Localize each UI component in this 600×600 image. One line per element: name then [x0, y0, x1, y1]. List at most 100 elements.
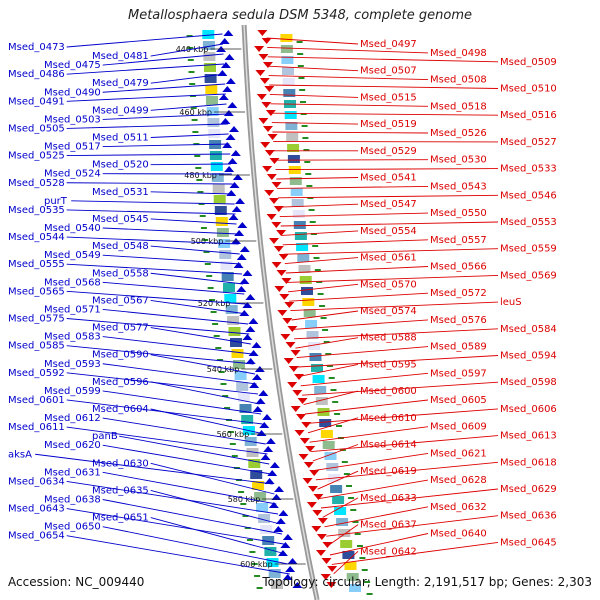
- feature-block: [308, 342, 320, 350]
- forward-gene-arrow: [292, 582, 303, 588]
- forward-gene-arrow: [227, 102, 238, 108]
- reverse-gene-arrow: [264, 150, 275, 156]
- reverse-gene-arrow: [265, 110, 276, 116]
- gene-connector-left: [102, 254, 241, 265]
- gene-label-left: Msed_0481: [92, 51, 149, 62]
- gene-label-left: Msed_0524: [44, 169, 101, 180]
- genome-summary: Topology: circular; Length: 2,191,517 bp…: [262, 575, 592, 589]
- gene-label-right: Msed_0569: [500, 270, 557, 281]
- reverse-gene-arrow: [274, 286, 285, 292]
- gene-label-right: Msed_0640: [430, 529, 487, 540]
- gene-connector-left: [150, 73, 225, 84]
- gene-label-right: Msed_0594: [500, 351, 557, 362]
- feature-block: [211, 173, 224, 182]
- feature-block: [233, 360, 245, 369]
- reverse-gene-arrow: [288, 366, 299, 372]
- reverse-gene-arrow: [327, 566, 338, 572]
- gene-connector-right: [277, 194, 499, 199]
- feature-block: [264, 547, 277, 556]
- feature-block: [309, 353, 322, 361]
- feature-block: [210, 162, 223, 171]
- forward-gene-arrow: [268, 502, 279, 508]
- gene-label-left: Msed_0620: [44, 440, 101, 451]
- gene-connector-right: [302, 381, 499, 396]
- feature-block: [303, 309, 316, 317]
- gene-label-left: Msed_0565: [8, 286, 65, 297]
- forward-gene-arrow: [222, 86, 233, 92]
- gene-connector-left: [150, 163, 232, 166]
- gene-label-right: Msed_0498: [430, 48, 487, 59]
- gene-label-right: Msed_0588: [360, 333, 417, 344]
- gene-label-right: Msed_0554: [360, 226, 417, 237]
- gene-connector-left: [66, 209, 236, 215]
- reverse-gene-arrow: [266, 214, 277, 220]
- gene-label-right: Msed_0645: [500, 537, 557, 548]
- reverse-gene-arrow: [284, 302, 295, 308]
- reverse-gene-arrow: [276, 270, 287, 276]
- gene-label-right: Msed_0606: [500, 404, 557, 415]
- feature-block: [209, 151, 222, 160]
- forward-gene-arrow: [230, 150, 241, 156]
- forward-gene-arrow: [245, 294, 256, 300]
- feature-block: [284, 111, 297, 119]
- forward-gene-arrow: [269, 462, 280, 468]
- reverse-gene-arrow: [259, 78, 270, 84]
- gene-connector-left: [119, 435, 270, 465]
- feature-block: [280, 45, 293, 53]
- gene-label-right: Msed_0515: [360, 92, 417, 103]
- forward-gene-arrow: [249, 382, 260, 388]
- feature-block: [239, 404, 252, 413]
- feature-block: [221, 272, 234, 281]
- feature-block: [208, 129, 221, 138]
- reverse-gene-arrow: [256, 94, 267, 100]
- reverse-gene-arrow: [268, 238, 279, 244]
- map-title: Metallosphaera sedula DSM 5348, complete…: [127, 8, 473, 23]
- gene-label-right: Msed_0584: [500, 324, 557, 335]
- gene-connector-right: [278, 203, 359, 208]
- forward-gene-arrow: [251, 374, 262, 380]
- gene-connector-left: [150, 272, 244, 285]
- gene-connector-left: [150, 218, 237, 225]
- gene-label-right: Msed_0632: [430, 502, 487, 513]
- reverse-gene-arrow: [271, 262, 282, 268]
- gene-connector-right: [289, 292, 429, 302]
- feature-block: [206, 107, 219, 116]
- forward-gene-arrow: [287, 558, 298, 564]
- gene-label-right: Msed_0541: [360, 173, 417, 184]
- gene-label-left: Msed_0517: [44, 142, 101, 153]
- feature-block: [213, 195, 226, 204]
- forward-gene-arrow: [280, 542, 291, 548]
- gene-label-left: Msed_0601: [8, 395, 65, 406]
- forward-gene-arrow: [248, 318, 259, 324]
- gene-connector-right: [322, 497, 359, 518]
- feature-block: [314, 386, 327, 394]
- gene-label-right: Msed_0561: [360, 253, 417, 264]
- gene-connector-left: [66, 290, 246, 305]
- forward-gene-arrow: [282, 534, 293, 540]
- gene-label-left: Msed_0486: [8, 69, 65, 80]
- forward-gene-arrow: [235, 198, 246, 204]
- gene-connector-right: [275, 168, 499, 171]
- scale-tick-label: 540 kbp: [207, 365, 240, 374]
- feature-block: [254, 492, 267, 501]
- reverse-gene-arrow: [299, 438, 310, 444]
- feature-block: [320, 430, 333, 438]
- gene-label-right: Msed_0610: [360, 413, 417, 424]
- feature-block: [234, 371, 247, 380]
- gene-connector-left: [150, 408, 265, 435]
- gene-connector-right: [273, 140, 499, 143]
- forward-gene-arrow: [267, 470, 278, 476]
- feature-block: [231, 349, 244, 358]
- gene-label-right: Msed_0529: [360, 146, 417, 157]
- forward-gene-arrow: [220, 118, 231, 124]
- reverse-gene-arrow: [297, 398, 308, 404]
- gene-connector-right: [329, 533, 429, 556]
- gene-connector-right: [272, 131, 429, 134]
- gene-label-left: Msed_0505: [8, 123, 65, 134]
- gene-label-left: Msed_0611: [8, 422, 65, 433]
- feature-block: [302, 298, 315, 306]
- feature-block: [332, 496, 345, 504]
- feature-block: [283, 89, 296, 97]
- gene-connector-right: [326, 515, 499, 537]
- reverse-gene-arrow: [279, 294, 290, 300]
